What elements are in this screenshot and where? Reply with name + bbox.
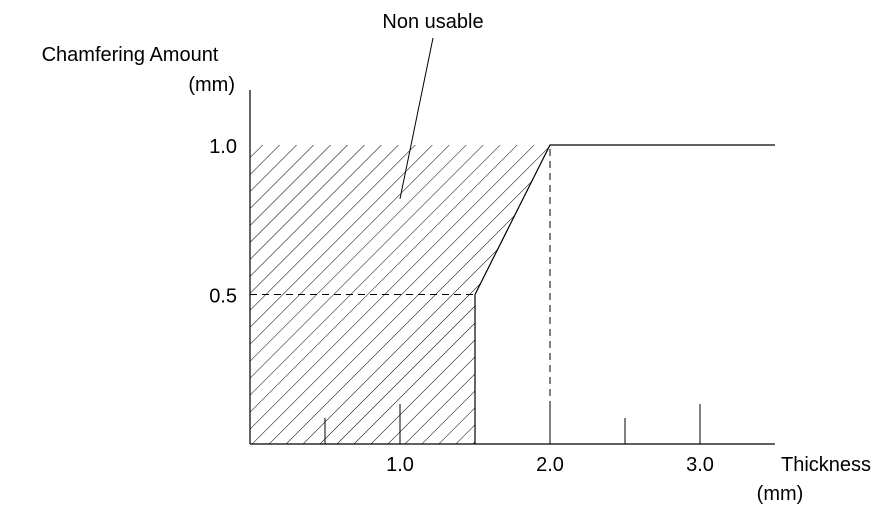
guide-lines (250, 145, 551, 444)
y-axis-title: Chamfering Amount (42, 44, 219, 66)
annotation-label: Non usable (382, 11, 483, 33)
x-tick-label: 2.0 (536, 454, 564, 476)
x-axis-unit: (mm) (757, 483, 804, 505)
limit-line (474, 144, 775, 295)
y-ticks: 0.5 1.0 (209, 136, 237, 308)
x-tick-label: 3.0 (686, 454, 714, 476)
annotation-leader (399, 37, 434, 199)
x-tick-label: 1.0 (386, 454, 414, 476)
y-axis-unit: (mm) (188, 74, 235, 96)
y-tick-label: 1.0 (209, 136, 237, 158)
x-axis-title: Thickness (781, 454, 871, 476)
y-tick-label: 0.5 (209, 286, 237, 308)
x-ticks: 1.0 2.0 3.0 (324, 404, 714, 476)
